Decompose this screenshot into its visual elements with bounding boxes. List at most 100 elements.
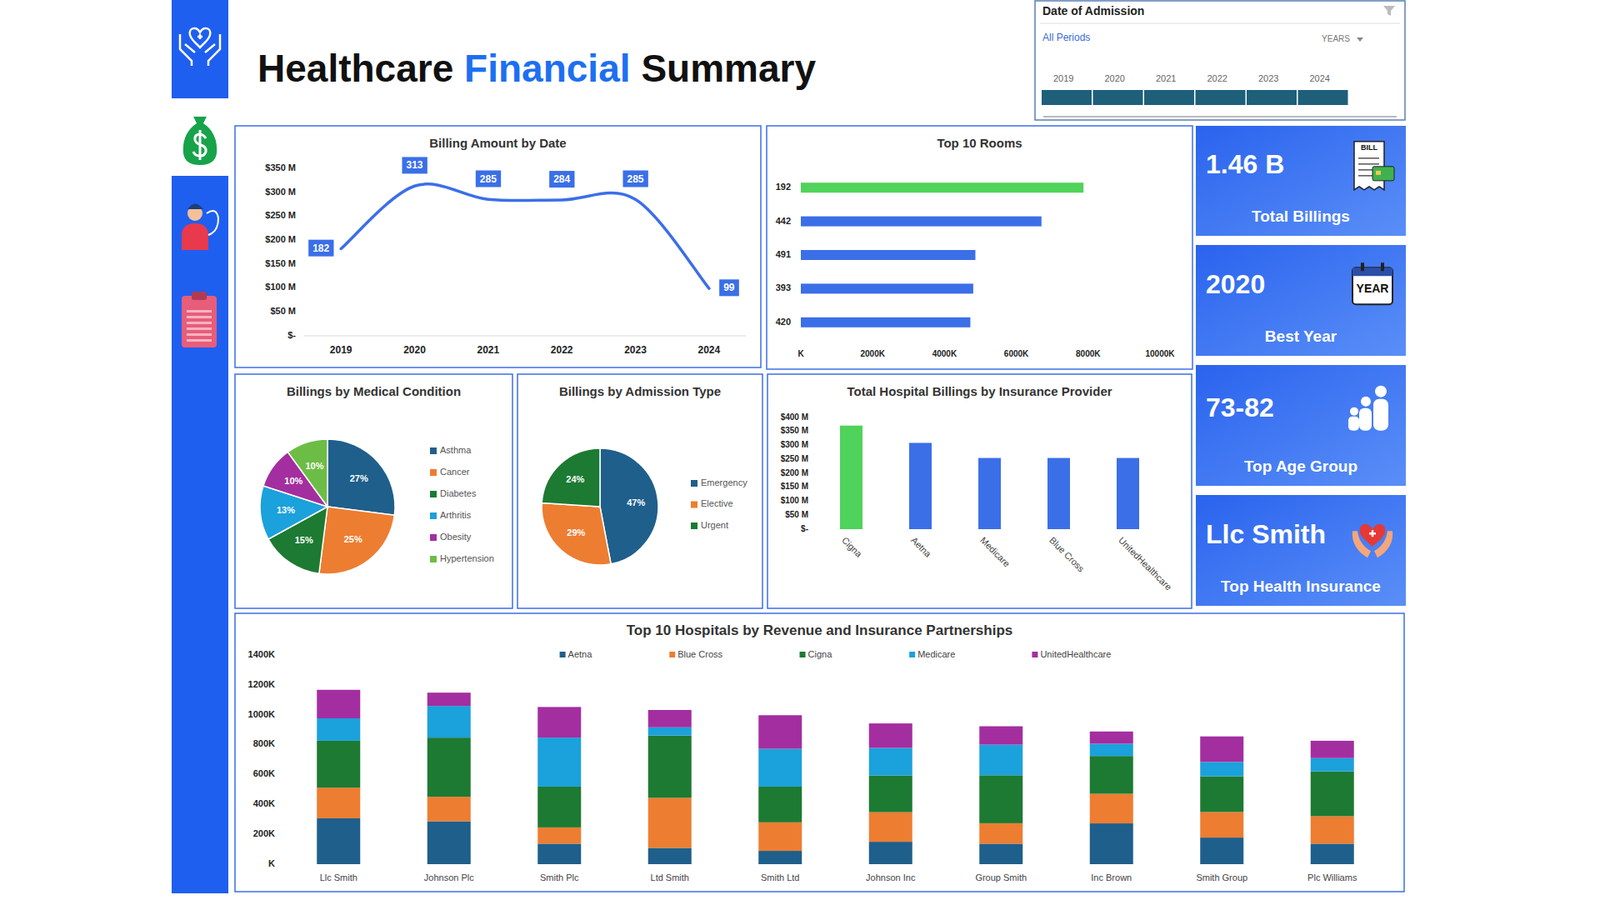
y-tick-label: 1200K [248, 679, 275, 690]
nav-clip-line [186, 321, 212, 325]
data-label: 182 [312, 242, 330, 255]
title-part: Healthcare [257, 46, 454, 90]
legend-label: Cancer [440, 466, 470, 477]
bar [800, 317, 970, 328]
data-label: 284 [553, 173, 570, 185]
legend-swatch [800, 651, 806, 658]
page-title: HealthcareFinancialSummary [257, 46, 816, 90]
bar-segment [427, 705, 471, 738]
bar-segment [869, 748, 913, 776]
legend-label: Emergency [700, 477, 748, 488]
x-tick-label: 2023 [624, 344, 647, 356]
chart-title: Billings by Admission Type [559, 384, 721, 399]
bar-segment [1310, 815, 1355, 844]
kpi-label: Best Year [1265, 327, 1338, 345]
y-tick-label: 800K [253, 738, 275, 749]
kpi-label: Top Health Insurance [1220, 577, 1381, 595]
chart-title: Billing Amount by Date [429, 135, 566, 150]
bill-paper [1354, 141, 1385, 190]
x-tick-label: Blue Cross [1047, 535, 1087, 575]
chart-title: Top 10 Rooms [936, 135, 1022, 150]
bar-segment [758, 822, 802, 851]
bar-segment [316, 818, 360, 865]
nav-dollar-glyph [193, 130, 206, 160]
nav-clip [191, 291, 207, 300]
x-tick-label: Cigna [840, 535, 865, 560]
pie-slice [287, 439, 328, 507]
bar-segment [758, 715, 802, 749]
plot-area [800, 182, 1084, 328]
legend-swatch [560, 651, 566, 658]
x-tick-label: Smith Ltd [760, 872, 800, 883]
title-part: Financial [464, 46, 630, 90]
nav-clipboard [181, 295, 217, 348]
bar [800, 182, 1084, 193]
panel [235, 125, 761, 368]
bill-line [1358, 157, 1380, 160]
y-tick-label: K [268, 858, 275, 869]
y-tick-label: $50 M [785, 510, 809, 520]
kpi-card [1195, 125, 1406, 236]
bar-segment [1200, 761, 1244, 776]
y-tick-label: $200 M [780, 468, 809, 478]
bar-segment [979, 775, 1023, 824]
x-tick-label: 2019 [330, 344, 353, 356]
y-tick-label: $150 M [265, 258, 296, 269]
bar-segment [648, 735, 692, 799]
bar-segment [427, 737, 471, 797]
kpi-card [1195, 495, 1406, 606]
nav-clip-line [186, 327, 212, 330]
bar-segment [979, 823, 1023, 845]
panel [766, 125, 1193, 370]
bar-segment [979, 843, 1023, 865]
bar-segment [869, 723, 913, 748]
y-tick-label: $250 M [265, 210, 296, 220]
slicer-year: 2022 [1207, 73, 1228, 84]
bar [800, 250, 975, 260]
kpi-card [1195, 365, 1406, 486]
bar [1116, 458, 1140, 530]
nav-cross [197, 34, 203, 40]
y-tick-label: $50 M [270, 305, 296, 316]
bar-segment [648, 710, 692, 728]
data-label-box [308, 240, 334, 257]
y-tick-label: $350 M [265, 162, 296, 173]
y-tick-label: $- [287, 330, 296, 340]
x-axis [304, 335, 746, 337]
bar-segment [537, 786, 581, 828]
calendar-ring [1380, 262, 1385, 271]
slicer-year: 2023 [1258, 73, 1279, 84]
bill-line [1358, 163, 1380, 165]
bar-segment [316, 740, 360, 788]
bill-card [1372, 166, 1395, 181]
bar-segment [758, 749, 802, 787]
hand [1374, 530, 1393, 558]
bar [800, 216, 1042, 227]
kpi-icon [1348, 385, 1389, 431]
y-tick-label: $250 M [780, 454, 809, 464]
panel [235, 613, 1405, 892]
data-label: 47% [626, 497, 645, 508]
bar-segment [316, 787, 360, 819]
data-label: 27% [350, 473, 369, 484]
legend-label: Blue Cross [677, 649, 723, 660]
data-label: 285 [626, 173, 644, 185]
kpi-value: 73-82 [1205, 392, 1275, 423]
data-label: 29% [566, 527, 585, 538]
bar-segment [869, 775, 913, 813]
legend-label: Arthritis [440, 510, 472, 520]
bar-segment [427, 821, 471, 865]
calendar-top [1352, 267, 1393, 276]
nav-clip-line [186, 333, 212, 336]
kpi-value: Llc Smith [1205, 519, 1326, 550]
y-tick-label: $- [800, 524, 809, 534]
legend-label: Cigna [808, 649, 834, 660]
y-tick-label: $200 M [265, 234, 296, 245]
person-head [1360, 396, 1371, 407]
slicer-filter-icon [1383, 5, 1395, 16]
bar-segment [1090, 823, 1134, 865]
x-tick-label: Ltd Smith [650, 872, 690, 883]
person-head [1350, 407, 1359, 416]
bar-segment [537, 706, 581, 738]
bar-segment [869, 841, 913, 865]
